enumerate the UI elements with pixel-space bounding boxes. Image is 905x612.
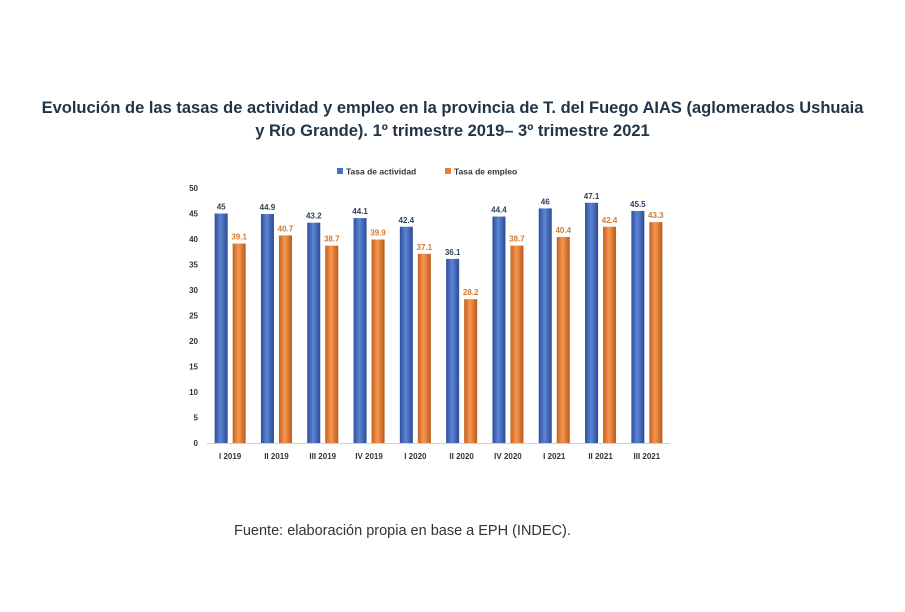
- data-label: 45.5: [630, 200, 646, 209]
- bars: 45 39.1 44.9 40.7 43.2 38.7 44.1 39.9 42.4 37.1 36…: [214, 192, 664, 443]
- x-tick-label: I 2020: [404, 452, 427, 461]
- legend-label: Tasa de empleo: [454, 167, 517, 177]
- bar-actividad: [492, 216, 506, 443]
- bar-empleo: [417, 253, 431, 443]
- x-tick-label: II 2020: [449, 452, 474, 461]
- data-label: 42.4: [602, 216, 618, 225]
- data-label: 36.1: [445, 248, 461, 257]
- bar-actividad: [631, 210, 645, 443]
- x-tick-label: II 2021: [588, 452, 613, 461]
- y-axis: 0 5 10 15 20 25 30 35 40 45 50: [189, 184, 198, 448]
- data-label: 45: [217, 203, 226, 212]
- x-tick-label: III 2021: [634, 452, 661, 461]
- data-label: 28.2: [463, 288, 479, 297]
- data-label: 44.4: [491, 206, 507, 215]
- y-tick-label: 50: [189, 184, 198, 193]
- y-tick-label: 35: [189, 261, 198, 270]
- data-label: 43.2: [306, 212, 322, 221]
- y-tick-label: 30: [189, 286, 198, 295]
- bar-actividad: [399, 226, 413, 443]
- chart-title: Evolución de las tasas de actividad y em…: [41, 99, 864, 140]
- data-label: 38.7: [509, 235, 525, 244]
- bar-empleo: [232, 243, 246, 443]
- chart-legend: Tasa de actividad Tasa de empleo: [337, 167, 517, 177]
- data-label: 42.4: [399, 216, 415, 225]
- bar-empleo: [556, 236, 570, 443]
- legend-swatch: [337, 168, 343, 174]
- bar-empleo: [603, 226, 617, 443]
- data-label: 39.1: [231, 233, 247, 242]
- data-label: 37.1: [417, 243, 433, 252]
- data-label: 44.1: [352, 207, 368, 216]
- data-label: 47.1: [584, 192, 600, 201]
- bar-actividad: [260, 214, 274, 443]
- legend-label: Tasa de actividad: [346, 167, 416, 177]
- data-label: 38.7: [324, 235, 340, 244]
- bar-actividad: [446, 258, 460, 443]
- y-tick-label: 25: [189, 312, 198, 321]
- bar-actividad: [585, 202, 599, 443]
- bar-actividad: [538, 208, 552, 443]
- data-label: 39.9: [370, 229, 386, 238]
- data-label: 46: [541, 197, 550, 206]
- bar-actividad: [307, 222, 321, 443]
- x-tick-label: IV 2020: [494, 452, 522, 461]
- data-label: 40.4: [555, 226, 571, 235]
- x-tick-label: I 2021: [543, 452, 566, 461]
- data-label: 43.3: [648, 211, 664, 220]
- legend-swatch: [445, 168, 451, 174]
- bar-actividad: [214, 213, 228, 443]
- x-tick-label: I 2019: [219, 452, 242, 461]
- bar-empleo: [464, 299, 478, 443]
- x-tick-label: II 2019: [264, 452, 289, 461]
- bar-empleo: [278, 235, 292, 443]
- y-tick-label: 40: [189, 235, 198, 244]
- y-tick-label: 5: [194, 414, 199, 423]
- bar-empleo: [325, 245, 339, 443]
- y-tick-label: 10: [189, 388, 198, 397]
- y-tick-label: 45: [189, 210, 198, 219]
- data-label: 44.9: [260, 203, 276, 212]
- source-note: Fuente: elaboración propia en base a EPH…: [234, 523, 571, 539]
- x-tick-label: IV 2019: [355, 452, 383, 461]
- y-tick-label: 0: [194, 439, 199, 448]
- bar-actividad: [353, 218, 367, 443]
- y-tick-label: 15: [189, 363, 198, 372]
- x-axis: I 2019 II 2019 III 2019 IV 2019 I 2020 II 202…: [207, 443, 670, 461]
- y-tick-label: 20: [189, 337, 198, 346]
- bar-empleo: [649, 222, 663, 443]
- x-tick-label: III 2019: [309, 452, 336, 461]
- bar-chart: Tasa de actividad Tasa de empleo 0 5 10 15 20…: [189, 167, 670, 461]
- bar-empleo: [510, 245, 524, 443]
- data-label: 40.7: [278, 224, 294, 233]
- bar-empleo: [371, 239, 385, 443]
